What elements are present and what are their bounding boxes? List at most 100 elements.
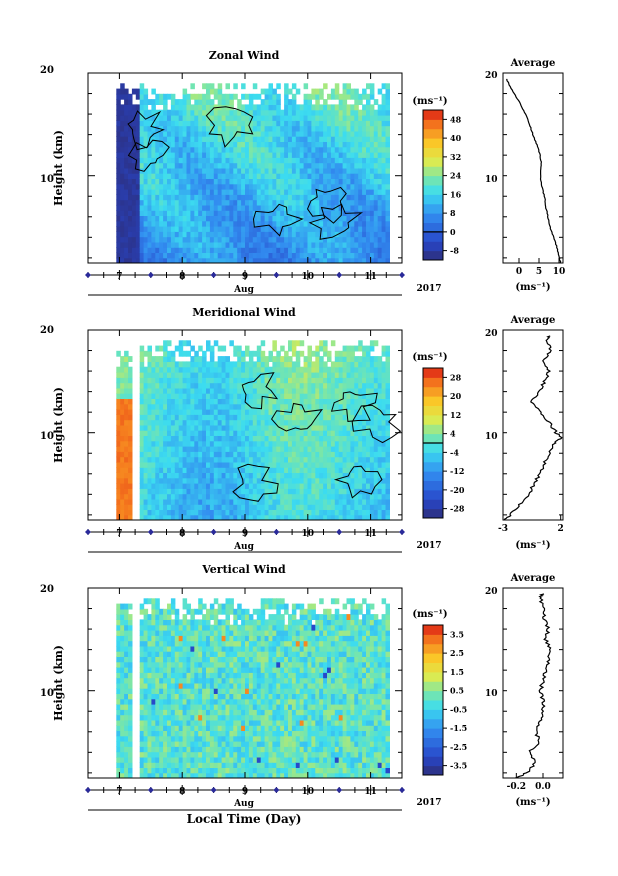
- heatmap-cell: [186, 141, 191, 148]
- heatmap-cell: [342, 361, 348, 368]
- heatmap-cell: [194, 504, 199, 510]
- heatmap-cell: [233, 498, 238, 505]
- heatmap-cell: [280, 356, 285, 362]
- heatmap-cell: [366, 183, 371, 190]
- heatmap-cell: [373, 419, 379, 426]
- heatmap-cell: [147, 682, 152, 689]
- heatmap-cell: [276, 356, 281, 362]
- heatmap-cell: [241, 488, 246, 495]
- heatmap-cell: [252, 136, 258, 142]
- heatmap-cell: [198, 109, 203, 116]
- heatmap-cell: [221, 204, 227, 211]
- heatmap-cell: [237, 146, 242, 153]
- heatmap-cell: [319, 424, 324, 431]
- heatmap-cell: [135, 247, 141, 253]
- heatmap-cell: [159, 215, 164, 222]
- heatmap-cell: [143, 719, 149, 726]
- heatmap-cell: [221, 504, 227, 510]
- heatmap-cell: [342, 167, 348, 174]
- heatmap-cell: [116, 125, 121, 132]
- heatmap-cell: [256, 215, 262, 222]
- heatmap-cell: [174, 204, 180, 211]
- heatmap-cell: [311, 440, 316, 447]
- heatmap-cell: [369, 446, 375, 452]
- heatmap-cell: [182, 435, 188, 442]
- heatmap-cell: [170, 440, 176, 447]
- heatmap-cell: [354, 403, 359, 410]
- heatmap-cell: [366, 419, 371, 426]
- heatmap-cell: [311, 125, 316, 132]
- heatmap-cell: [385, 152, 390, 158]
- heatmap-cell: [303, 220, 309, 227]
- heatmap-cell: [229, 125, 234, 132]
- heatmap-cell: [284, 157, 289, 164]
- heatmap-cell: [366, 461, 371, 468]
- heatmap-cell: [198, 236, 203, 243]
- heatmap-cell: [139, 714, 145, 721]
- heatmap-cell: [323, 398, 328, 405]
- heatmap-cell: [225, 493, 230, 500]
- heatmap-cell: [373, 167, 379, 174]
- heatmap-cell: [315, 509, 320, 516]
- heatmap-cell: [377, 199, 383, 206]
- heatmap-cell: [284, 125, 289, 132]
- heatmap-cell: [338, 504, 344, 510]
- heatmap-cell: [276, 204, 281, 211]
- heatmap-cell: [311, 446, 316, 452]
- heatmap-cell: [323, 141, 328, 148]
- heatmap-cell: [346, 152, 351, 158]
- heatmap-cell: [182, 366, 188, 373]
- heatmap-cell: [233, 204, 238, 211]
- heatmap-cell: [264, 88, 270, 95]
- heatmap-cell: [143, 104, 149, 111]
- heatmap-cell: [264, 99, 270, 105]
- heatmap-cell: [135, 157, 141, 164]
- heatmap-cell: [159, 204, 164, 211]
- heatmap-cell: [295, 141, 301, 148]
- heatmap-cell: [217, 451, 223, 458]
- heatmap-cell: [373, 451, 379, 458]
- heatmap-cell: [209, 109, 215, 116]
- heatmap-cell: [358, 99, 363, 105]
- heatmap-cell: [288, 226, 293, 232]
- heatmap-cell: [245, 215, 250, 222]
- heatmap-cell: [124, 236, 129, 243]
- heatmap-cell: [139, 456, 145, 463]
- heatmap-cell: [217, 424, 223, 431]
- heatmap-cell: [128, 152, 133, 158]
- heatmap-cell: [245, 141, 250, 148]
- heatmap-cell: [182, 189, 188, 195]
- heatmap-cell: [303, 199, 309, 206]
- heatmap-cell: [354, 136, 359, 142]
- heatmap-cell: [330, 377, 336, 384]
- heatmap-cell: [369, 424, 375, 431]
- heatmap-cell: [334, 210, 340, 216]
- heatmap-cell: [252, 183, 258, 190]
- heatmap-cell: [311, 146, 316, 153]
- heatmap-cell: [373, 424, 379, 431]
- heatmap-cell: [229, 366, 234, 373]
- heatmap-cell: [327, 136, 332, 142]
- heatmap-cell: [147, 409, 152, 415]
- colorbar-swatch: [423, 489, 443, 500]
- heatmap-cell: [350, 136, 355, 142]
- heatmap-cell: [155, 419, 160, 426]
- heatmap-cell: [350, 514, 355, 520]
- heatmap-cell: [385, 167, 390, 174]
- heatmap-cell: [342, 435, 348, 442]
- heatmap-cell: [221, 183, 227, 190]
- heatmap-cell: [124, 746, 129, 753]
- heatmap-cell: [319, 93, 324, 100]
- heatmap-cell: [139, 387, 145, 394]
- heatmap-cell: [260, 451, 266, 458]
- heatmap-cell: [303, 498, 309, 505]
- heatmap-cell: [381, 178, 387, 185]
- heatmap-cell: [233, 456, 238, 463]
- heatmap-cell: [190, 109, 195, 116]
- heatmap-cell: [264, 498, 270, 505]
- heatmap-cell: [167, 252, 172, 259]
- heatmap-cell: [206, 120, 211, 127]
- heatmap-cell: [311, 403, 316, 410]
- heatmap-cell: [288, 162, 293, 169]
- heatmap-cell: [151, 440, 156, 447]
